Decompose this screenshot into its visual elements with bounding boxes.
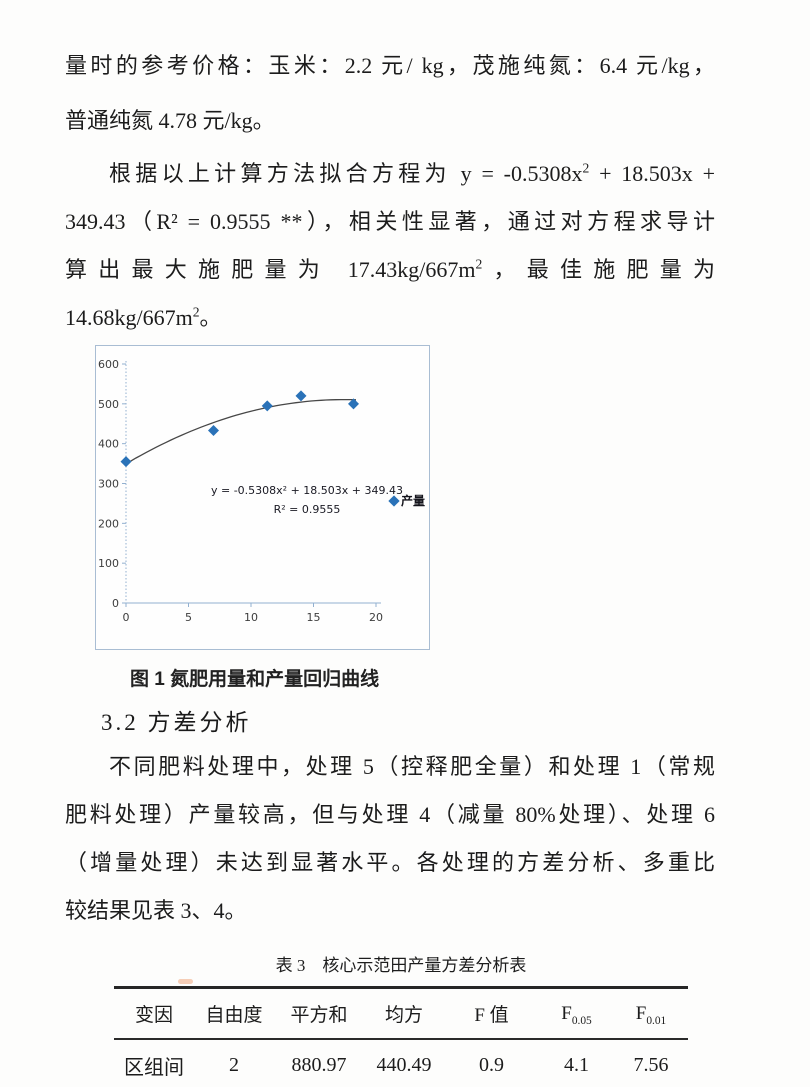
header-text: 变因 [134,1005,173,1026]
paragraph-line: 算出最大施肥量为 17.43kg/667m2，最佳施肥量为 [65,246,715,294]
header-text: 平方和 [290,1005,348,1026]
header-text: 自由度 [205,1005,263,1026]
svg-text:500: 500 [98,398,119,411]
body-text: 。 [199,305,222,330]
svg-text:15: 15 [307,611,321,624]
figure-1-chart: 0 100 200 300 400 500 600 0 5 10 15 20 y = -0.5308x²… [95,345,430,650]
anova-table: 变因 自由度 平方和 均方 F 值 F0.05 F0.01 区组间 2 880.… [114,986,688,1087]
body-text: 算出最大施肥量为 17.43kg/667m [65,257,476,282]
header-sub: 0.05 [571,1014,592,1027]
paragraph-line: 量时的参考价格：玉米：2.2 元/ kg，茂施纯氮：6.4 元/kg， [65,53,715,78]
table-header-cell: 平方和 [274,987,364,1040]
svg-text:5: 5 [185,611,192,624]
header-text: F [561,1002,572,1024]
header-text: 均方 [384,1005,423,1026]
header-text: F 值 [474,1005,509,1026]
svg-text:600: 600 [98,358,119,371]
body-text: 14.68kg/667m [65,305,193,330]
table-cell: 440.49 [376,1053,432,1076]
header-sub: 0.01 [646,1014,667,1027]
table-cell: 区组间 [124,1056,184,1079]
figure-1-caption: 图 1 氮肥用量和产量回归曲线 [130,669,380,690]
paragraph-line: 普通纯氮 4.78 元/kg。 [65,108,275,133]
regression-chart-svg: 0 100 200 300 400 500 600 0 5 10 15 20 y = -0.5308x²… [98,358,403,624]
svg-text:0: 0 [123,611,130,624]
paragraph-line: 不同肥料处理中，处理 5（控释肥全量）和处理 1（常规 [109,754,715,779]
paragraph-line: 较结果见表 3、4。 [65,898,247,923]
legend-diamond-icon [388,494,400,507]
table-cell: 7.56 [633,1053,669,1076]
paragraph-line: 349.43（R² = 0.9555 **），相关性显著，通过对方程求导计 [65,209,715,234]
superscript: 2 [475,256,483,272]
table-header-cell: F0.05 [539,987,614,1040]
table-cell: 2 [229,1053,239,1076]
table-header-cell: 变因 [114,987,194,1040]
svg-text:100: 100 [98,557,119,570]
svg-text:10: 10 [244,611,258,624]
superscript: 2 [582,160,590,176]
equation-text: 根据以上计算方法拟合方程为 y = -0.5308x [109,161,583,186]
table-row: 区组间 2 880.97 440.49 0.9 4.1 7.56 [114,1039,688,1087]
superscript: 2 [192,304,200,320]
svg-text:300: 300 [98,478,119,491]
header-text: F [635,1002,647,1024]
table-header-row: 变因 自由度 平方和 均方 F 值 F0.05 F0.01 [114,987,688,1040]
paragraph-line: 14.68kg/667m2。 [65,294,715,342]
table-3-title: 表 3 核心示范田产量方差分析表 [275,956,527,975]
chart-legend: 产量 [388,492,426,509]
table-cell: 4.1 [564,1053,589,1076]
svg-text:R² = 0.9555: R² = 0.9555 [274,503,341,516]
paragraph-line: （增量处理）未达到显著水平。各处理的方差分析、多重比 [65,850,715,875]
svg-text:200: 200 [98,517,119,530]
table-header-cell: F0.01 [614,987,688,1040]
section-heading: 3.2 方差分析 [101,710,252,735]
svg-text:400: 400 [98,438,119,451]
paragraph-line: 肥料处理）产量较高，但与处理 4（减量 80%处理）、处理 6 [65,802,715,827]
legend-label: 产量 [401,494,426,508]
svg-text:y = -0.5308x² + 18.503x + 349.: y = -0.5308x² + 18.503x + 349.43 [211,484,403,497]
table-header-cell: F 值 [444,987,539,1040]
paragraph-3: 不同肥料处理中，处理 5（控释肥全量）和处理 1（常规 肥料处理）产量较高，但与… [65,743,715,935]
table-header-cell: 均方 [364,987,444,1040]
paragraph-2: 根据以上计算方法拟合方程为 y = -0.5308x2 + 18.503x + … [65,150,715,342]
equation-text: + 18.503x + [589,161,715,186]
svg-text:0: 0 [112,597,119,610]
body-text: ，最佳施肥量为 [482,257,715,282]
svg-text:20: 20 [369,611,383,624]
paragraph-1: 量时的参考价格：玉米：2.2 元/ kg，茂施纯氮：6.4 元/kg， 普通纯氮… [65,38,715,148]
paragraph-line: 根据以上计算方法拟合方程为 y = -0.5308x2 + 18.503x + [65,150,715,198]
table-cell: 0.9 [479,1053,504,1076]
scan-artifact [178,979,193,984]
table-cell: 880.97 [291,1053,347,1076]
table-header-cell: 自由度 [194,987,274,1040]
